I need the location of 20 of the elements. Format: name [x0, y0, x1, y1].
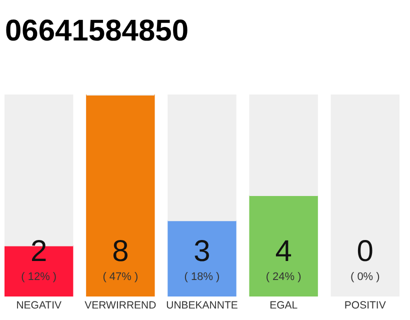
- data-label: 3: [194, 235, 210, 268]
- chart-title: 06641584850: [5, 14, 189, 48]
- x-tick-label: POSITIV: [344, 300, 386, 312]
- bar: [168, 94, 236, 222]
- x-tick-label: EGAL: [270, 300, 298, 312]
- annotation: ( 47% ): [102, 271, 138, 283]
- data-label: 8: [112, 235, 129, 268]
- x-tick-label: UNBEKANNTE: [166, 300, 238, 312]
- bar: [168, 220, 236, 296]
- x-tick-label: NEGATIV: [16, 300, 62, 312]
- annotation: ( 18% ): [184, 271, 220, 283]
- bar: [249, 195, 318, 296]
- data-label: 4: [275, 235, 292, 268]
- annotation: ( 24% ): [266, 271, 302, 283]
- bar: [249, 94, 318, 196]
- annotation: ( 0% ): [350, 271, 380, 283]
- bar: [86, 94, 155, 296]
- data-label: 0: [356, 235, 374, 268]
- x-tick-label: VERWIRREND: [84, 300, 157, 312]
- annotation: ( 12% ): [21, 271, 57, 283]
